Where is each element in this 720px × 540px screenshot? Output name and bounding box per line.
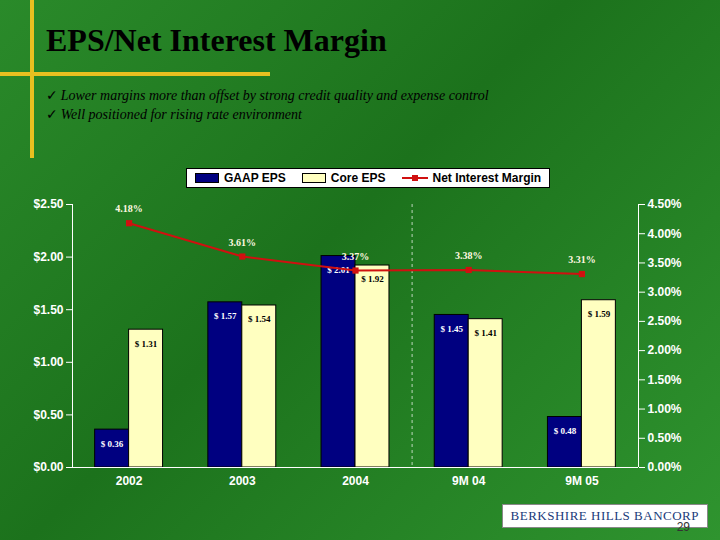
svg-text:$ 1.92: $ 1.92 — [361, 274, 384, 284]
svg-text:3.37%: 3.37% — [342, 251, 370, 262]
html-text:GAAP EPS: GAAP EPS — [224, 171, 286, 185]
svg-text:$0.00: $0.00 — [33, 460, 63, 474]
svg-text:2.50%: 2.50% — [648, 314, 682, 328]
svg-text:2.00%: 2.00% — [648, 343, 682, 357]
svg-text:$ 2.01: $ 2.01 — [327, 264, 350, 275]
svg-text:$2.50: $2.50 — [33, 197, 63, 211]
svg-text:4.00%: 4.00% — [648, 227, 682, 241]
svg-text:9M 05: 9M 05 — [565, 474, 599, 488]
svg-text:0.50%: 0.50% — [648, 431, 682, 445]
svg-text:$ 1.54: $ 1.54 — [248, 314, 271, 324]
svg-text:1.00%: 1.00% — [648, 402, 682, 416]
html-text:Well positioned for rising rat: Well positioned for rising rate environm… — [60, 107, 302, 122]
svg-text:3.61%: 3.61% — [229, 237, 256, 248]
svg-text:3.31%: 3.31% — [568, 254, 596, 265]
svg-text:$ 1.57: $ 1.57 — [214, 311, 237, 321]
svg-text:4.50%: 4.50% — [648, 197, 682, 211]
svg-text:2002: 2002 — [116, 474, 143, 488]
svg-text:$1.00: $1.00 — [33, 355, 63, 369]
svg-text:$1.50: $1.50 — [33, 303, 63, 317]
svg-text:4.18%: 4.18% — [115, 203, 143, 214]
svg-text:$ 1.31: $ 1.31 — [135, 339, 158, 349]
svg-text:3.38%: 3.38% — [455, 250, 483, 261]
svg-text:$ 1.59: $ 1.59 — [588, 309, 611, 319]
svg-text:$ 0.36: $ 0.36 — [101, 439, 124, 449]
svg-text:3.00%: 3.00% — [648, 285, 682, 299]
svg-text:2003: 2003 — [229, 474, 256, 488]
svg-text:2004: 2004 — [342, 474, 369, 488]
html-text:Core EPS: Core EPS — [330, 171, 386, 185]
svg-text:$ 1.45: $ 1.45 — [440, 324, 463, 334]
svg-text:$ 0.48: $ 0.48 — [554, 426, 577, 436]
svg-text:$0.50: $0.50 — [33, 408, 63, 422]
svg-text:$ 1.41: $ 1.41 — [474, 328, 497, 338]
svg-text:1.50%: 1.50% — [648, 373, 682, 387]
html-text:EPS/Net Interest Margin: EPS/Net Interest Margin — [46, 22, 387, 58]
svg-text:9M 04: 9M 04 — [452, 474, 486, 488]
html-text:29: 29 — [676, 520, 690, 534]
svg-text:3.50%: 3.50% — [648, 256, 682, 270]
html-text:Lower margins more than offset: Lower margins more than offset by strong… — [60, 88, 489, 103]
html-text:Net Interest Margin: Net Interest Margin — [432, 171, 542, 185]
svg-text:$2.00: $2.00 — [33, 250, 63, 264]
svg-text:0.00%: 0.00% — [648, 460, 682, 474]
html-text:BERKSHIRE HILLS BANCORP: BERKSHIRE HILLS BANCORP — [510, 508, 699, 523]
